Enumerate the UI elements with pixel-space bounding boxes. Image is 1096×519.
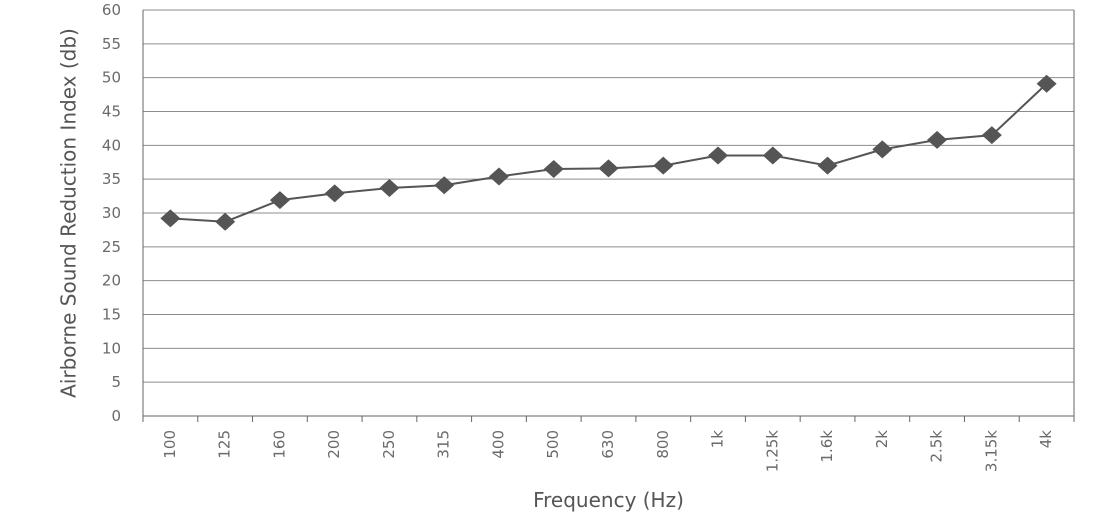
gridlines [143, 9, 1074, 383]
x-tick-labels: 100 125 160 200 250 315 400 500 630 800 1k 1.25k 1.6… [161, 430, 1055, 472]
y-tick-label: 30 [102, 204, 121, 222]
data-point-2k [872, 140, 893, 159]
x-tick-label: 125 [216, 430, 234, 459]
x-tick-label: 315 [435, 430, 453, 459]
x-tick-label: 2.5k [928, 430, 946, 463]
series [160, 74, 1057, 231]
x-tick-label: 400 [489, 430, 507, 459]
y-tick-label: 50 [102, 69, 121, 87]
data-point-315 [434, 176, 455, 195]
x-tick-label: 4k [1037, 430, 1055, 449]
data-point-500 [543, 160, 564, 179]
x-tick-label: 500 [544, 430, 562, 459]
data-point-800 [653, 156, 674, 175]
y-tick-label: 15 [102, 306, 121, 324]
y-tick-label: 35 [102, 170, 121, 188]
x-tick-label: 630 [599, 430, 617, 459]
axes [142, 10, 1075, 422]
y-tick-label: 40 [102, 136, 121, 154]
x-tick-label: 800 [654, 430, 672, 459]
x-tick-label: 160 [270, 430, 288, 459]
x-tick-label: 200 [325, 430, 343, 459]
data-point-1.6k [817, 156, 838, 175]
data-point-630 [598, 159, 619, 178]
x-tick-label: 1k [709, 430, 727, 449]
y-tick-label: 55 [102, 35, 121, 53]
x-tick-label: 100 [161, 430, 179, 459]
data-point-160 [269, 191, 290, 210]
y-tick-labels: 0 5 10 15 20 25 30 35 40 45 50 55 60 [102, 1, 121, 425]
x-tick-label: 2k [873, 430, 891, 449]
data-point-4k [1036, 74, 1057, 93]
data-point-400 [488, 167, 509, 186]
y-tick-label: 5 [111, 373, 121, 391]
data-point-1k [708, 146, 729, 165]
y-tick-label: 0 [111, 407, 121, 425]
x-tick-label: 1.6k [818, 430, 836, 463]
y-tick-label: 25 [102, 238, 121, 256]
data-point-3.15k [981, 126, 1002, 145]
data-point-200 [324, 184, 345, 203]
x-tick-label: 3.15k [982, 430, 1000, 472]
y-tick-label: 20 [102, 272, 121, 290]
data-point-100 [160, 209, 181, 228]
series-line [170, 83, 1048, 223]
y-tick-label: 60 [102, 1, 121, 19]
x-tick-label: 1.25k [763, 430, 781, 472]
data-point-1.25k [762, 146, 783, 165]
y-axis-title: Airborne Sound Reduction Index (db) [57, 28, 81, 398]
x-axis-title: Frequency (Hz) [533, 488, 684, 512]
y-tick-label: 45 [102, 103, 121, 121]
data-point-2.5k [927, 130, 948, 149]
x-tick-label: 250 [380, 430, 398, 459]
y-tick-label: 10 [102, 339, 121, 357]
data-point-250 [379, 178, 400, 197]
data-point-125 [215, 212, 236, 231]
